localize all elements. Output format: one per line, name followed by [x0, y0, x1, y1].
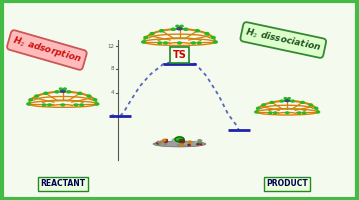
Circle shape	[35, 95, 38, 97]
Circle shape	[163, 139, 166, 141]
Circle shape	[157, 141, 159, 143]
Circle shape	[195, 141, 197, 143]
Circle shape	[192, 42, 195, 44]
Circle shape	[61, 104, 65, 106]
Circle shape	[64, 88, 66, 90]
Circle shape	[177, 27, 182, 30]
Circle shape	[173, 139, 176, 141]
Circle shape	[176, 25, 179, 27]
Circle shape	[262, 104, 265, 106]
Text: 4: 4	[111, 90, 114, 96]
Circle shape	[184, 143, 186, 144]
Circle shape	[314, 107, 318, 109]
Circle shape	[200, 144, 202, 145]
Circle shape	[298, 112, 301, 114]
Circle shape	[44, 92, 48, 94]
Circle shape	[164, 143, 167, 145]
Circle shape	[188, 144, 190, 146]
Circle shape	[213, 41, 217, 43]
Text: 0: 0	[111, 114, 114, 118]
Circle shape	[178, 145, 181, 146]
Text: 8: 8	[111, 66, 114, 72]
Circle shape	[150, 33, 154, 35]
Circle shape	[173, 139, 176, 141]
Circle shape	[211, 36, 215, 39]
Circle shape	[303, 112, 306, 114]
Circle shape	[269, 112, 272, 114]
Circle shape	[78, 92, 82, 94]
Circle shape	[158, 143, 160, 144]
Circle shape	[316, 111, 320, 113]
Circle shape	[172, 139, 175, 141]
Circle shape	[67, 91, 71, 93]
Circle shape	[255, 111, 258, 113]
Circle shape	[179, 140, 185, 143]
Circle shape	[257, 107, 260, 109]
Circle shape	[171, 28, 175, 30]
Circle shape	[270, 101, 274, 103]
Circle shape	[157, 142, 159, 143]
Circle shape	[288, 98, 290, 99]
Circle shape	[197, 144, 199, 145]
Circle shape	[286, 112, 289, 114]
Circle shape	[93, 99, 97, 101]
Circle shape	[180, 25, 183, 27]
Circle shape	[27, 103, 31, 105]
Circle shape	[180, 141, 183, 143]
Circle shape	[181, 145, 184, 146]
Circle shape	[164, 141, 167, 142]
Circle shape	[60, 90, 65, 92]
Text: 12: 12	[107, 44, 114, 48]
Circle shape	[164, 42, 167, 44]
Circle shape	[87, 95, 91, 97]
Circle shape	[198, 140, 201, 141]
Circle shape	[55, 91, 59, 93]
Circle shape	[183, 144, 185, 145]
Text: PRODUCT: PRODUCT	[266, 180, 308, 188]
Circle shape	[159, 143, 161, 144]
Circle shape	[95, 103, 99, 105]
Text: H$_2$ dissociation: H$_2$ dissociation	[244, 26, 322, 54]
Circle shape	[284, 98, 286, 99]
Circle shape	[180, 144, 183, 146]
Circle shape	[80, 104, 83, 106]
Circle shape	[74, 104, 78, 106]
Circle shape	[280, 100, 284, 102]
Circle shape	[188, 141, 192, 143]
Circle shape	[165, 139, 167, 141]
Circle shape	[142, 41, 146, 43]
Circle shape	[301, 101, 304, 103]
Circle shape	[144, 36, 148, 39]
Ellipse shape	[153, 141, 206, 147]
Circle shape	[198, 142, 201, 143]
Circle shape	[197, 42, 201, 44]
Circle shape	[160, 141, 163, 142]
Circle shape	[274, 112, 277, 114]
Circle shape	[59, 88, 62, 90]
Circle shape	[181, 140, 183, 142]
Circle shape	[195, 30, 199, 32]
Circle shape	[205, 33, 209, 35]
Circle shape	[29, 99, 33, 101]
Text: REACTANT: REACTANT	[40, 180, 85, 188]
Circle shape	[178, 42, 181, 44]
Circle shape	[160, 30, 164, 32]
Circle shape	[164, 141, 166, 142]
Circle shape	[200, 140, 202, 141]
Circle shape	[42, 104, 46, 106]
Circle shape	[285, 99, 289, 102]
Circle shape	[157, 143, 159, 144]
Circle shape	[48, 104, 51, 106]
Circle shape	[183, 143, 185, 144]
Circle shape	[184, 28, 188, 30]
Circle shape	[291, 100, 294, 102]
Circle shape	[158, 42, 162, 44]
Text: TS: TS	[173, 50, 186, 60]
Text: H$_2$ adsorption: H$_2$ adsorption	[11, 34, 83, 66]
Circle shape	[175, 137, 184, 142]
Circle shape	[309, 104, 312, 106]
